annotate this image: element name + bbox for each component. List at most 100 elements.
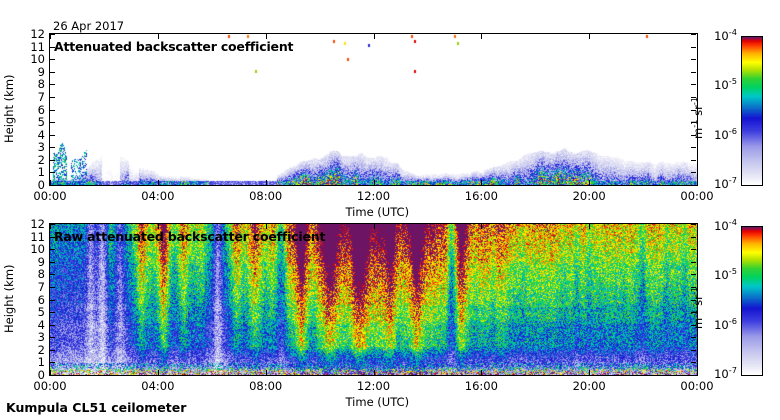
y-tick-mark (691, 362, 696, 363)
colorbar-tick-label: 10-7 (714, 365, 737, 381)
heatmap-canvas-attenuated (50, 34, 697, 185)
y-tick-mark (691, 84, 696, 85)
y-tick-label: 1 (37, 355, 45, 370)
x-tick-label: 20:00 (572, 189, 606, 203)
x-tick-mark (266, 370, 267, 375)
panel-title-attenuated: Attenuated backscatter coefficient (54, 39, 294, 54)
y-tick-label: 1 (37, 165, 45, 180)
x-tick-mark (50, 180, 51, 185)
y-tick-label: 11 (30, 39, 45, 54)
y-tick-mark (691, 97, 696, 98)
y-tick-label: 6 (37, 292, 45, 307)
y-tick-mark (50, 237, 55, 238)
x-tick-mark (374, 34, 375, 39)
x-tick-label: 16:00 (464, 189, 498, 203)
y-tick-label: 4 (37, 317, 45, 332)
y-tick-mark (691, 300, 696, 301)
x-tick-mark (266, 224, 267, 229)
y-tick-mark (691, 249, 696, 250)
y-tick-mark (691, 375, 696, 376)
y-tick-mark (691, 237, 696, 238)
colorbar-tick-label: 10-5 (714, 76, 737, 93)
x-tick-mark (697, 224, 698, 229)
y-tick-mark (691, 325, 696, 326)
y-tick-label: 2 (37, 342, 45, 357)
x-tick-label: 00:00 (33, 379, 67, 393)
y-tick-label: 7 (37, 279, 45, 294)
y-tick-mark (691, 59, 696, 60)
colorbar-bottom (741, 226, 763, 376)
x-tick-mark (374, 370, 375, 375)
x-tick-label: 08:00 (249, 379, 283, 393)
y-tick-mark (691, 135, 696, 136)
y-tick-label: 3 (37, 140, 45, 155)
y-tick-mark (50, 300, 55, 301)
x-tick-mark (266, 180, 267, 185)
x-tick-mark (697, 370, 698, 375)
y-tick-mark (50, 97, 55, 98)
y-tick-label: 5 (37, 115, 45, 130)
y-tick-mark (50, 224, 55, 225)
x-tick-mark (481, 224, 482, 229)
y-tick-mark (50, 147, 55, 148)
plot-panel-attenuated-backscatter (49, 33, 698, 186)
y-tick-mark (691, 110, 696, 111)
x-tick-label: 04:00 (141, 189, 175, 203)
colorbar-gradient-top (742, 37, 762, 185)
heatmap-canvas-raw (50, 224, 697, 375)
y-tick-mark (50, 350, 55, 351)
y-tick-mark (50, 59, 55, 60)
y-tick-mark (50, 84, 55, 85)
y-tick-mark (691, 312, 696, 313)
y-tick-mark (50, 262, 55, 263)
x-tick-mark (589, 370, 590, 375)
y-tick-label: 2 (37, 152, 45, 167)
colorbar-tick-label: 10-6 (714, 315, 737, 332)
y-tick-label: 0 (37, 368, 45, 382)
y-tick-mark (50, 249, 55, 250)
x-tick-mark (374, 224, 375, 229)
y-tick-label: 7 (37, 89, 45, 104)
y-tick-mark (50, 47, 55, 48)
y-tick-label: 11 (30, 229, 45, 244)
y-tick-label: 3 (37, 330, 45, 345)
x-axis-label-attenuated: Time (UTC) (345, 205, 410, 219)
y-tick-mark (691, 147, 696, 148)
y-tick-mark (50, 122, 55, 123)
y-tick-mark (50, 160, 55, 161)
y-tick-mark (50, 110, 55, 111)
y-tick-mark (50, 375, 55, 376)
colorbar-gradient-bottom (742, 227, 762, 375)
x-tick-mark (697, 34, 698, 39)
y-tick-mark (50, 72, 55, 73)
x-tick-mark (158, 180, 159, 185)
x-tick-label: 12:00 (356, 189, 391, 203)
x-tick-mark (158, 370, 159, 375)
y-tick-label: 12 (30, 217, 45, 231)
y-tick-mark (691, 34, 696, 35)
y-tick-mark (50, 337, 55, 338)
y-tick-mark (691, 72, 696, 73)
colorbar-tick-label: 10-6 (714, 125, 737, 142)
y-tick-mark (50, 34, 55, 35)
y-tick-mark (50, 274, 55, 275)
x-tick-mark (266, 34, 267, 39)
x-tick-mark (50, 34, 51, 39)
panel-title-raw: Raw attenuated backscatter coefficient (54, 229, 326, 244)
y-tick-mark (50, 312, 55, 313)
x-tick-mark (697, 180, 698, 185)
x-tick-mark (589, 180, 590, 185)
x-tick-mark (158, 224, 159, 229)
x-tick-mark (481, 34, 482, 39)
x-tick-label: 16:00 (464, 379, 498, 393)
y-tick-mark (691, 122, 696, 123)
y-tick-label: 0 (37, 178, 45, 192)
date-label: 26 Apr 2017 (53, 19, 125, 33)
x-tick-label: 04:00 (141, 379, 175, 393)
y-tick-mark (691, 287, 696, 288)
